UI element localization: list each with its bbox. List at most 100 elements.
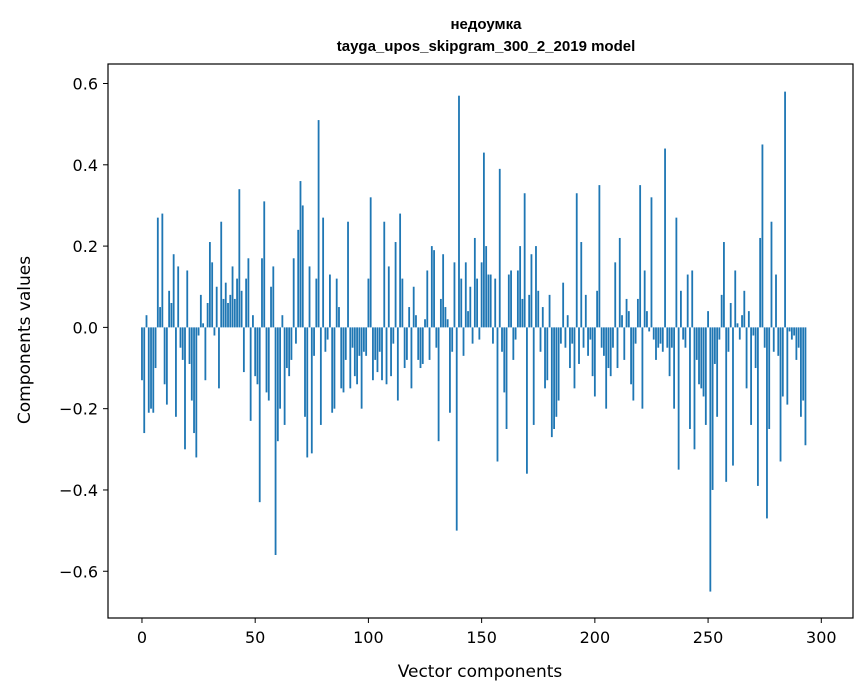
bar	[526, 327, 528, 474]
bar	[252, 315, 254, 328]
bar	[265, 327, 268, 393]
bar	[272, 266, 275, 328]
bar	[625, 298, 628, 328]
bar	[571, 327, 574, 344]
bar	[181, 327, 184, 360]
bar	[718, 327, 721, 340]
bar	[362, 327, 365, 352]
bar	[460, 278, 463, 328]
bar	[458, 95, 460, 328]
bar	[442, 254, 445, 328]
bar	[636, 298, 639, 328]
bar	[424, 319, 426, 328]
bar	[609, 327, 612, 377]
bar	[723, 242, 725, 328]
bar	[428, 327, 431, 360]
bar	[444, 307, 447, 328]
bar	[222, 298, 225, 328]
bar	[763, 327, 766, 348]
bar	[292, 258, 295, 328]
bar	[627, 311, 630, 328]
bar	[340, 327, 343, 389]
bar	[736, 323, 739, 328]
chart-subtitle: tayga_upos_skipgram_300_2_2019 model	[337, 38, 636, 55]
bar	[224, 282, 227, 328]
bar	[385, 327, 388, 385]
bar	[756, 327, 759, 486]
bar	[261, 258, 263, 328]
bar	[317, 120, 320, 328]
bar	[489, 274, 492, 328]
bar	[439, 298, 442, 328]
bar	[168, 290, 171, 328]
bar	[290, 327, 293, 360]
bar	[750, 327, 752, 425]
bar	[677, 327, 680, 470]
bar	[369, 197, 372, 328]
bar	[227, 303, 229, 328]
bar	[711, 327, 714, 490]
bar	[208, 242, 211, 328]
bar	[704, 327, 707, 425]
y-tick-label: 0.0	[73, 318, 98, 337]
bar	[353, 327, 356, 377]
bar	[159, 307, 161, 328]
bar	[779, 327, 782, 462]
bar	[759, 237, 762, 328]
bar	[455, 327, 458, 531]
bar	[555, 327, 558, 417]
bar	[797, 327, 800, 348]
bar	[659, 327, 662, 344]
bar	[245, 278, 248, 328]
bar	[154, 327, 157, 369]
bar	[285, 327, 288, 369]
bar	[693, 327, 696, 450]
bar	[589, 327, 592, 340]
bar	[242, 327, 245, 373]
bar	[267, 327, 270, 401]
bar	[754, 327, 757, 369]
bar	[623, 327, 626, 360]
bar	[512, 327, 515, 360]
bar	[614, 262, 617, 328]
bar	[415, 315, 417, 328]
bar	[666, 327, 669, 348]
bar	[349, 327, 352, 389]
bar	[179, 327, 182, 348]
bar	[378, 327, 381, 352]
bar	[537, 290, 540, 328]
bar	[195, 327, 198, 458]
bar	[729, 303, 732, 328]
x-tick-label: 250	[693, 628, 724, 647]
bar	[743, 290, 746, 328]
bar	[401, 278, 404, 328]
bar	[607, 327, 610, 369]
bar	[686, 274, 689, 328]
bar	[390, 327, 392, 377]
bar	[143, 327, 146, 434]
bar	[263, 201, 266, 328]
bar	[790, 327, 793, 340]
bar	[279, 327, 281, 409]
bar	[564, 327, 567, 348]
bar	[580, 242, 583, 328]
bar	[519, 246, 522, 328]
bar	[387, 266, 390, 328]
bar	[482, 152, 485, 328]
bar	[544, 327, 546, 389]
y-axis-ticks: −0.6 −0.4 −0.2 0.0 0.2 0.4 0.6	[59, 75, 108, 581]
bar	[270, 286, 272, 328]
bar	[399, 213, 402, 328]
bar	[240, 290, 243, 328]
bar	[238, 189, 241, 328]
bar	[700, 327, 703, 389]
bar	[618, 237, 621, 328]
bar	[247, 258, 250, 328]
bar	[593, 327, 596, 397]
bar	[322, 217, 325, 328]
bar	[643, 270, 646, 328]
x-tick-label: 0	[137, 628, 147, 647]
bar	[800, 327, 802, 417]
bar	[202, 323, 205, 328]
bar	[802, 327, 805, 401]
